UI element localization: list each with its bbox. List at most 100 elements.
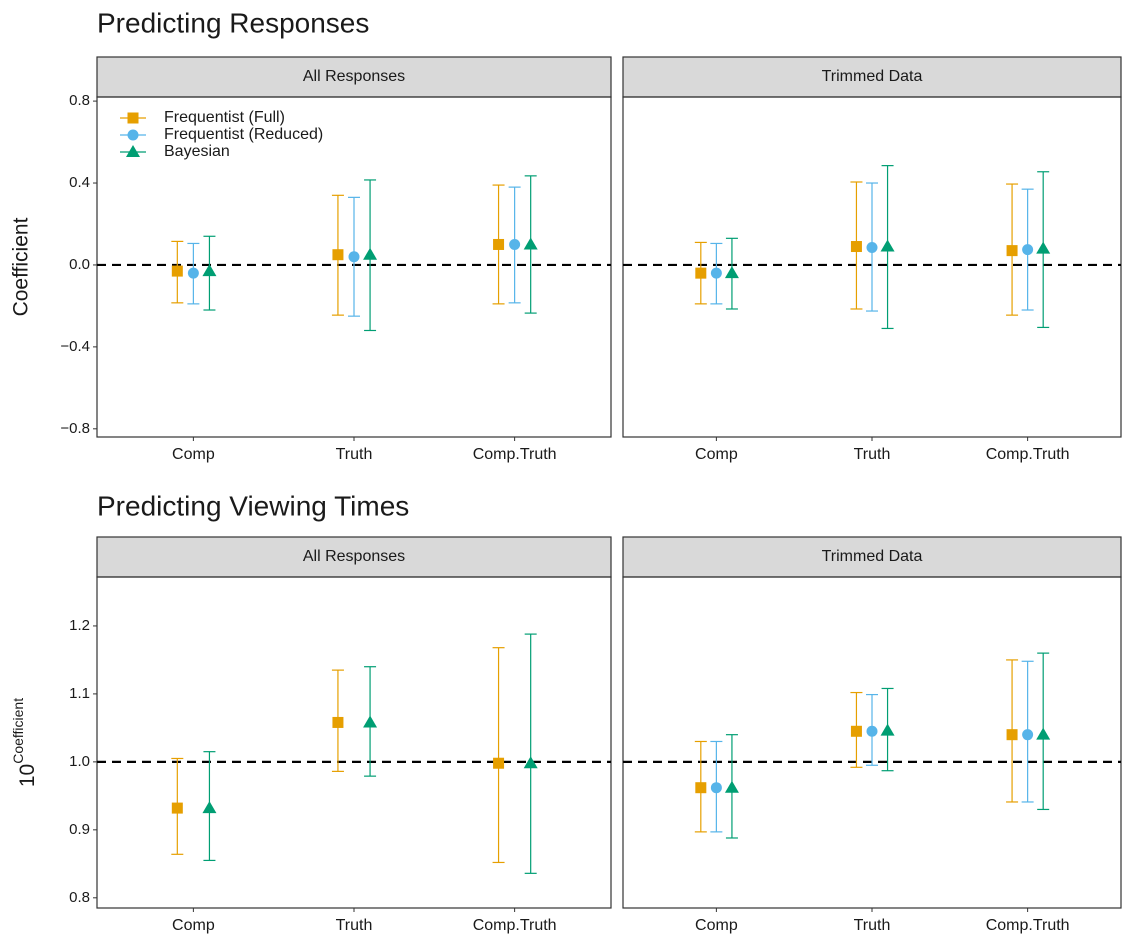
error-bar-group [523, 633, 538, 874]
strip-label: All Responses [303, 548, 405, 565]
error-bar-group [1021, 660, 1034, 803]
error-bar-group [171, 757, 184, 855]
x-tick-label: Truth [854, 446, 891, 463]
point-marker [187, 267, 199, 279]
x-tick-label: Comp.Truth [473, 917, 557, 934]
point-marker [332, 716, 344, 728]
error-bar-group [850, 181, 863, 310]
point-marker [202, 801, 217, 814]
point-marker [171, 802, 183, 814]
legend-label: Bayesian [164, 143, 230, 160]
error-bar-group [348, 196, 360, 317]
x-tick-label: Comp.Truth [986, 446, 1070, 463]
point-marker [880, 723, 895, 736]
point-marker [509, 238, 521, 250]
strip-label: Trimmed Data [822, 548, 923, 565]
point-marker [523, 237, 538, 250]
y-tick-label: 0.8 [69, 92, 90, 109]
error-bar-group [492, 184, 505, 305]
error-bar-group [523, 175, 538, 314]
error-bar-group [866, 693, 878, 766]
y-axis-label-base: 10 [16, 764, 39, 787]
strip-label: All Responses [303, 68, 405, 85]
y-tick-label: −0.4 [60, 338, 90, 355]
error-bar-group [1036, 652, 1051, 811]
error-bar-group [850, 691, 863, 768]
y-axis-label: Coefficient [10, 217, 33, 316]
error-bar-group [866, 182, 878, 312]
x-tick-label: Comp [695, 446, 738, 463]
point-marker [1006, 245, 1018, 257]
point-marker [724, 780, 739, 793]
point-marker [1006, 729, 1018, 741]
error-bar-group [1006, 659, 1019, 803]
point-marker [850, 725, 862, 737]
x-tick-label: Comp.Truth [473, 446, 557, 463]
point-marker [127, 112, 139, 124]
x-tick-label: Comp [695, 917, 738, 934]
point-marker [710, 782, 722, 794]
strip-label: Trimmed Data [822, 68, 923, 85]
y-tick-label: −0.8 [60, 420, 90, 437]
point-marker [493, 757, 505, 769]
point-marker [850, 241, 862, 253]
error-bar-group [331, 194, 344, 316]
error-bar-group [710, 242, 723, 305]
x-tick-label: Comp.Truth [986, 917, 1070, 934]
point-marker [127, 129, 139, 141]
x-tick-label: Comp [172, 446, 215, 463]
error-bar-group [694, 740, 707, 833]
y-tick-label: 0.4 [69, 174, 90, 191]
x-tick-label: Truth [336, 446, 373, 463]
y-tick-label: 1.2 [69, 617, 90, 634]
error-bar-group [363, 179, 378, 332]
error-bar-group [724, 237, 739, 310]
x-tick-label: Truth [336, 917, 373, 934]
point-marker [523, 756, 538, 769]
error-bar-group [363, 666, 378, 777]
strip-background [96, 56, 612, 98]
error-bar-group [1021, 188, 1034, 311]
error-bar-group [710, 740, 723, 833]
point-marker [1036, 241, 1051, 254]
error-bar-group [880, 165, 895, 330]
error-bar-group [724, 734, 739, 839]
point-marker [710, 267, 722, 279]
error-bar-group [1036, 171, 1051, 329]
point-marker [171, 265, 183, 277]
y-axis-label-exponent: Coefficient [10, 698, 26, 764]
error-bar-group [694, 241, 707, 305]
panel-border [96, 576, 612, 909]
error-bar-group [880, 687, 895, 772]
point-marker [695, 267, 707, 279]
error-bar-group [1006, 183, 1019, 316]
point-marker [348, 251, 360, 263]
chart-title: Predicting Viewing Times [97, 490, 409, 521]
point-marker [866, 242, 878, 254]
error-bar-group [171, 240, 184, 304]
x-tick-label: Comp [172, 917, 215, 934]
point-marker [363, 715, 378, 728]
y-tick-label: 0.9 [69, 821, 90, 838]
point-marker [363, 247, 378, 260]
point-marker [332, 249, 344, 261]
chart-title: Predicting Responses [97, 7, 369, 38]
y-tick-label: 0.8 [69, 889, 90, 906]
point-marker [724, 266, 739, 279]
point-marker [202, 264, 217, 277]
point-marker [1022, 244, 1034, 256]
error-bar-group [492, 647, 505, 864]
y-axis-label: 10Coefficient [10, 698, 39, 787]
legend-label: Frequentist (Reduced) [164, 126, 323, 143]
strip-background [622, 56, 1122, 98]
error-bar-group [202, 235, 217, 311]
error-bar-group [202, 751, 217, 862]
error-bar-group [187, 242, 200, 305]
error-bar-group [331, 669, 344, 772]
point-marker [695, 782, 707, 794]
y-tick-label: 0.0 [69, 256, 90, 273]
strip-background [96, 536, 612, 578]
strip-background [622, 536, 1122, 578]
y-tick-label: 1.1 [69, 685, 90, 702]
